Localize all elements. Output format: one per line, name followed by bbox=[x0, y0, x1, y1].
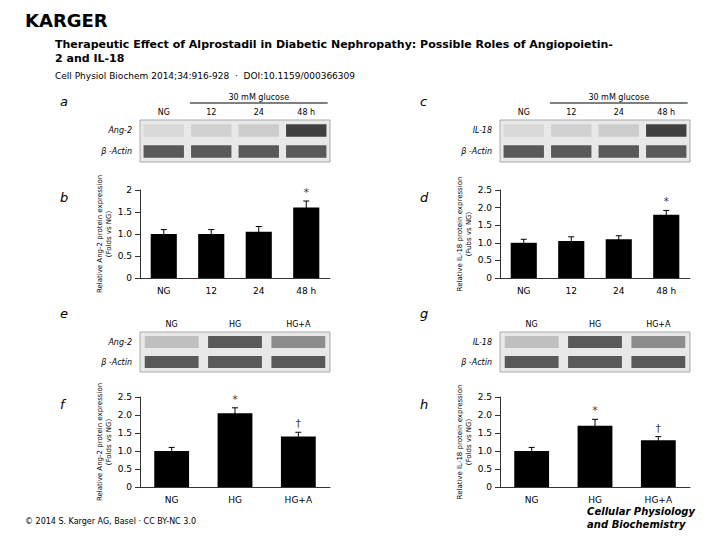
svg-text:NG: NG bbox=[165, 495, 179, 505]
svg-text:1.5: 1.5 bbox=[118, 428, 132, 438]
svg-text:Relative Ang-2 protein express: Relative Ang-2 protein expression bbox=[96, 175, 104, 293]
svg-text:NG: NG bbox=[526, 320, 538, 329]
svg-text:HG+A: HG+A bbox=[645, 495, 673, 505]
svg-text:e: e bbox=[60, 306, 68, 321]
svg-text:*: * bbox=[664, 195, 670, 208]
svg-text:2: 2 bbox=[126, 185, 132, 195]
svg-text:48 h: 48 h bbox=[656, 286, 676, 296]
svg-text:β -Actin: β -Actin bbox=[100, 147, 132, 156]
svg-text:b: b bbox=[60, 190, 68, 205]
svg-text:HG+A: HG+A bbox=[646, 320, 671, 329]
svg-text:© 2014 S. Karger AG, Basel · C: © 2014 S. Karger AG, Basel · CC BY-NC 3.… bbox=[25, 517, 196, 526]
svg-text:0: 0 bbox=[486, 482, 492, 492]
svg-text:*: * bbox=[304, 186, 310, 199]
svg-text:0: 0 bbox=[126, 273, 132, 283]
svg-text:1.0: 1.0 bbox=[118, 446, 133, 456]
svg-text:2 and IL-18: 2 and IL-18 bbox=[55, 52, 124, 65]
svg-text:NG: NG bbox=[166, 320, 178, 329]
svg-text:2.0: 2.0 bbox=[478, 410, 493, 420]
svg-text:1.5: 1.5 bbox=[478, 428, 492, 438]
svg-text:β -Actin: β -Actin bbox=[100, 358, 132, 367]
svg-text:2.5: 2.5 bbox=[478, 185, 492, 195]
svg-text:c: c bbox=[420, 94, 427, 109]
svg-text:12: 12 bbox=[206, 108, 216, 117]
svg-text:Cell Physiol Biochem 2014;34:9: Cell Physiol Biochem 2014;34:916-928 · D… bbox=[55, 71, 355, 81]
svg-text:1.0: 1.0 bbox=[478, 238, 493, 248]
svg-text:2.5: 2.5 bbox=[478, 392, 492, 402]
svg-text:Therapeutic Effect of Alprosta: Therapeutic Effect of Alprostadil in Dia… bbox=[55, 38, 613, 51]
svg-text:Relative IL-18 protein express: Relative IL-18 protein expression bbox=[456, 177, 464, 292]
svg-text:IL-18: IL-18 bbox=[473, 126, 492, 135]
svg-text:12: 12 bbox=[566, 108, 576, 117]
svg-text:24: 24 bbox=[614, 108, 624, 117]
svg-text:24: 24 bbox=[254, 108, 264, 117]
svg-text:12: 12 bbox=[206, 286, 217, 296]
svg-text:g: g bbox=[420, 306, 428, 321]
svg-text:(Fubs vs NG): (Fubs vs NG) bbox=[465, 211, 473, 256]
svg-text:Cellular Physiology: Cellular Physiology bbox=[587, 506, 695, 517]
svg-text:h: h bbox=[420, 397, 428, 412]
svg-text:0.5: 0.5 bbox=[118, 251, 132, 261]
svg-text:Ang-2: Ang-2 bbox=[107, 338, 132, 347]
svg-text:a: a bbox=[60, 94, 68, 109]
svg-text:†: † bbox=[296, 417, 302, 430]
svg-text:and Biochemistry: and Biochemistry bbox=[587, 519, 686, 530]
svg-text:*: * bbox=[592, 404, 598, 417]
svg-text:Relative Ang-2 protein express: Relative Ang-2 protein expression bbox=[96, 383, 104, 501]
svg-text:30 mM glucose: 30 mM glucose bbox=[588, 93, 649, 102]
svg-text:HG: HG bbox=[589, 320, 601, 329]
svg-text:1.5: 1.5 bbox=[478, 220, 492, 230]
svg-text:d: d bbox=[420, 190, 429, 205]
svg-text:48 h: 48 h bbox=[297, 108, 315, 117]
svg-text:2.0: 2.0 bbox=[118, 410, 133, 420]
svg-text:(Folds vs NG): (Folds vs NG) bbox=[105, 211, 113, 258]
svg-text:*: * bbox=[232, 393, 238, 406]
svg-text:48 h: 48 h bbox=[296, 286, 316, 296]
svg-text:24: 24 bbox=[613, 286, 625, 296]
svg-text:48 h: 48 h bbox=[657, 108, 675, 117]
svg-text:0.5: 0.5 bbox=[478, 255, 492, 265]
svg-text:1.5: 1.5 bbox=[118, 207, 132, 217]
svg-text:0: 0 bbox=[126, 482, 132, 492]
svg-text:HG+A: HG+A bbox=[285, 495, 313, 505]
svg-text:24: 24 bbox=[253, 286, 265, 296]
svg-text:2.0: 2.0 bbox=[478, 203, 493, 213]
svg-text:2.5: 2.5 bbox=[118, 392, 132, 402]
svg-text:HG: HG bbox=[229, 320, 241, 329]
svg-text:IL-18: IL-18 bbox=[473, 338, 492, 347]
svg-text:f: f bbox=[60, 397, 67, 412]
svg-text:NG: NG bbox=[158, 108, 170, 117]
svg-text:Ang-2: Ang-2 bbox=[107, 126, 132, 135]
svg-text:NG: NG bbox=[157, 286, 171, 296]
svg-text:KARGER: KARGER bbox=[25, 10, 108, 31]
svg-text:NG: NG bbox=[517, 286, 531, 296]
svg-text:HG: HG bbox=[588, 495, 602, 505]
svg-text:30 mM glucose: 30 mM glucose bbox=[228, 93, 289, 102]
svg-text:Relative IL-18 protein express: Relative IL-18 protein expression bbox=[456, 385, 464, 500]
svg-text:(Folds vs NG): (Folds vs NG) bbox=[465, 419, 473, 466]
svg-text:0.5: 0.5 bbox=[118, 464, 132, 474]
svg-text:β -Actin: β -Actin bbox=[460, 147, 492, 156]
svg-text:(Folds vs NG): (Folds vs NG) bbox=[105, 419, 113, 466]
svg-text:1.0: 1.0 bbox=[118, 229, 133, 239]
svg-text:12: 12 bbox=[566, 286, 577, 296]
svg-text:HG: HG bbox=[228, 495, 242, 505]
svg-text:0.5: 0.5 bbox=[478, 464, 492, 474]
svg-text:NG: NG bbox=[518, 108, 530, 117]
svg-text:HG+A: HG+A bbox=[286, 320, 311, 329]
svg-text:1.0: 1.0 bbox=[478, 446, 493, 456]
svg-text:0: 0 bbox=[486, 273, 492, 283]
svg-text:NG: NG bbox=[525, 495, 539, 505]
svg-text:†: † bbox=[656, 422, 662, 435]
svg-text:β -Actin: β -Actin bbox=[460, 358, 492, 367]
